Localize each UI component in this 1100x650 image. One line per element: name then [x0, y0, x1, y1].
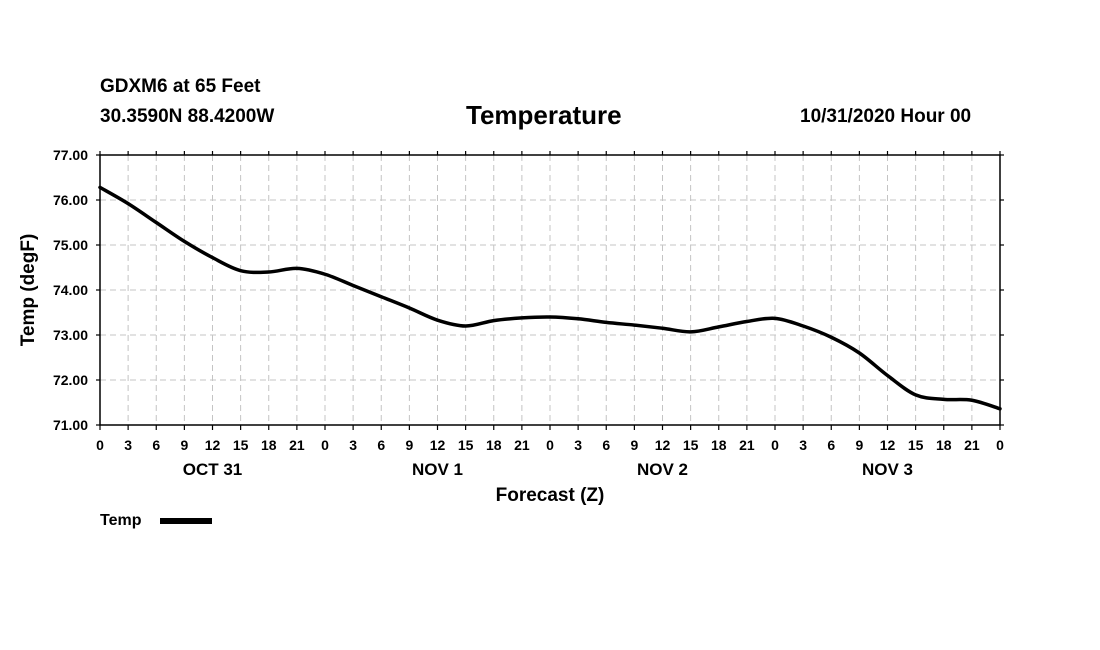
x-tick-label: 21: [739, 437, 755, 453]
x-tick-label: 18: [711, 437, 727, 453]
coordinates-label: 30.3590N 88.4200W: [100, 106, 275, 127]
axis-ticks: [96, 151, 1004, 430]
legend-label-temp: Temp: [100, 512, 142, 529]
x-tick-label: 9: [405, 437, 413, 453]
x-tick-label: 6: [152, 437, 160, 453]
day-label: NOV 1: [412, 460, 463, 479]
x-tick-label: 21: [289, 437, 305, 453]
x-tick-label: 6: [827, 437, 835, 453]
x-tick-label: 21: [514, 437, 530, 453]
day-label: NOV 2: [637, 460, 688, 479]
day-label: OCT 31: [183, 460, 243, 479]
x-tick-label: 0: [96, 437, 104, 453]
x-tick-label: 0: [546, 437, 554, 453]
forecast-timestamp: 10/31/2020 Hour 00: [800, 106, 972, 127]
x-axis-title: Forecast (Z): [496, 485, 605, 506]
x-tick-label: 6: [377, 437, 385, 453]
y-tick-label: 77.00: [53, 147, 88, 163]
y-tick-label: 75.00: [53, 237, 88, 253]
station-label: GDXM6 at 65 Feet: [100, 76, 261, 97]
day-label: NOV 3: [862, 460, 913, 479]
x-tick-label: 6: [602, 437, 610, 453]
x-tick-label: 9: [630, 437, 638, 453]
x-tick-label: 18: [936, 437, 952, 453]
x-tick-label: 21: [964, 437, 980, 453]
x-tick-label: 0: [321, 437, 329, 453]
x-tick-label: 15: [908, 437, 924, 453]
x-tick-label: 18: [261, 437, 277, 453]
x-tick-label: 3: [574, 437, 582, 453]
x-tick-label: 3: [799, 437, 807, 453]
x-tick-label: 15: [683, 437, 699, 453]
x-tick-label: 9: [180, 437, 188, 453]
y-tick-label: 71.00: [53, 417, 88, 433]
x-tick-label: 3: [124, 437, 132, 453]
x-axis-day-labels: OCT 31 NOV 1 NOV 2 NOV 3: [183, 460, 913, 479]
y-axis-tick-labels: 71.00 72.00 73.00 74.00 75.00 76.00 77.00: [53, 147, 88, 433]
x-tick-label: 15: [233, 437, 249, 453]
x-tick-label: 18: [486, 437, 502, 453]
x-axis-tick-labels: 0 3 6 9 12 15 18 21 0 3 6 9 12 15 18 21 0 3 6 9 12 15 18 21 0 3 6 9…: [96, 437, 1004, 453]
chart-title: Temperature: [466, 100, 622, 130]
x-tick-label: 3: [349, 437, 357, 453]
y-tick-label: 72.00: [53, 372, 88, 388]
x-tick-label: 12: [880, 437, 896, 453]
x-tick-label: 9: [855, 437, 863, 453]
x-tick-label: 15: [458, 437, 474, 453]
grid: [100, 155, 1000, 425]
series-line-temp: [98, 185, 1002, 411]
x-tick-label: 12: [655, 437, 671, 453]
y-tick-label: 74.00: [53, 282, 88, 298]
x-tick-label: 12: [205, 437, 221, 453]
y-tick-label: 76.00: [53, 192, 88, 208]
y-axis-title: Temp (degF): [18, 234, 39, 347]
legend: Temp: [100, 512, 212, 529]
x-tick-label: 0: [996, 437, 1004, 453]
x-tick-label: 12: [430, 437, 446, 453]
x-tick-label: 0: [771, 437, 779, 453]
y-tick-label: 73.00: [53, 327, 88, 343]
